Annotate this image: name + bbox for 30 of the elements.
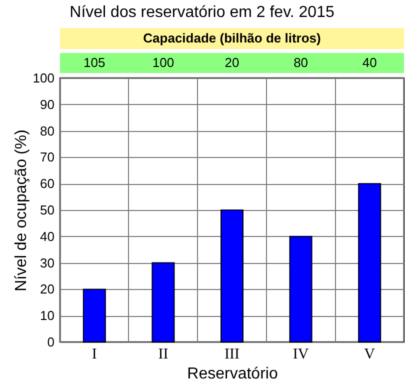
- bar: [358, 183, 382, 342]
- text: 20: [224, 55, 240, 70]
- x-tick-label: V: [364, 346, 376, 362]
- x-axis-title: Reservatório: [187, 366, 278, 382]
- x-tick-label: II: [158, 346, 168, 362]
- x-tick-label: III: [224, 346, 240, 362]
- x-tick-label: IV: [292, 346, 309, 362]
- bar: [82, 288, 106, 342]
- y-tick-label: 20: [40, 282, 54, 297]
- bar: [289, 236, 312, 342]
- y-tick-label: 10: [40, 308, 54, 324]
- y-tick-label: 60: [40, 176, 54, 192]
- text: 100: [152, 55, 174, 70]
- y-tick-label: 30: [40, 255, 54, 270]
- y-tick-label: 100: [32, 70, 54, 86]
- y-axis-title: Nível de ocupação (%): [12, 130, 30, 292]
- y-tick-label: 70: [40, 150, 54, 165]
- text: Capacidade (bilhão de litros): [143, 30, 321, 46]
- y-tick-label: 40: [40, 228, 54, 244]
- bar: [220, 210, 244, 342]
- x-tick-label: I: [92, 346, 97, 362]
- text: 80: [294, 55, 308, 70]
- y-tick-label: 50: [40, 202, 54, 218]
- y-tick-label: 80: [40, 123, 54, 138]
- y-tick-label: 0: [47, 334, 54, 350]
- text: 40: [362, 55, 377, 70]
- y-tick-label: 90: [40, 96, 54, 112]
- bar: [152, 262, 175, 342]
- text: 105: [84, 55, 106, 70]
- chart-title: Nível dos reservatório em 2 fev. 2015: [70, 4, 334, 21]
